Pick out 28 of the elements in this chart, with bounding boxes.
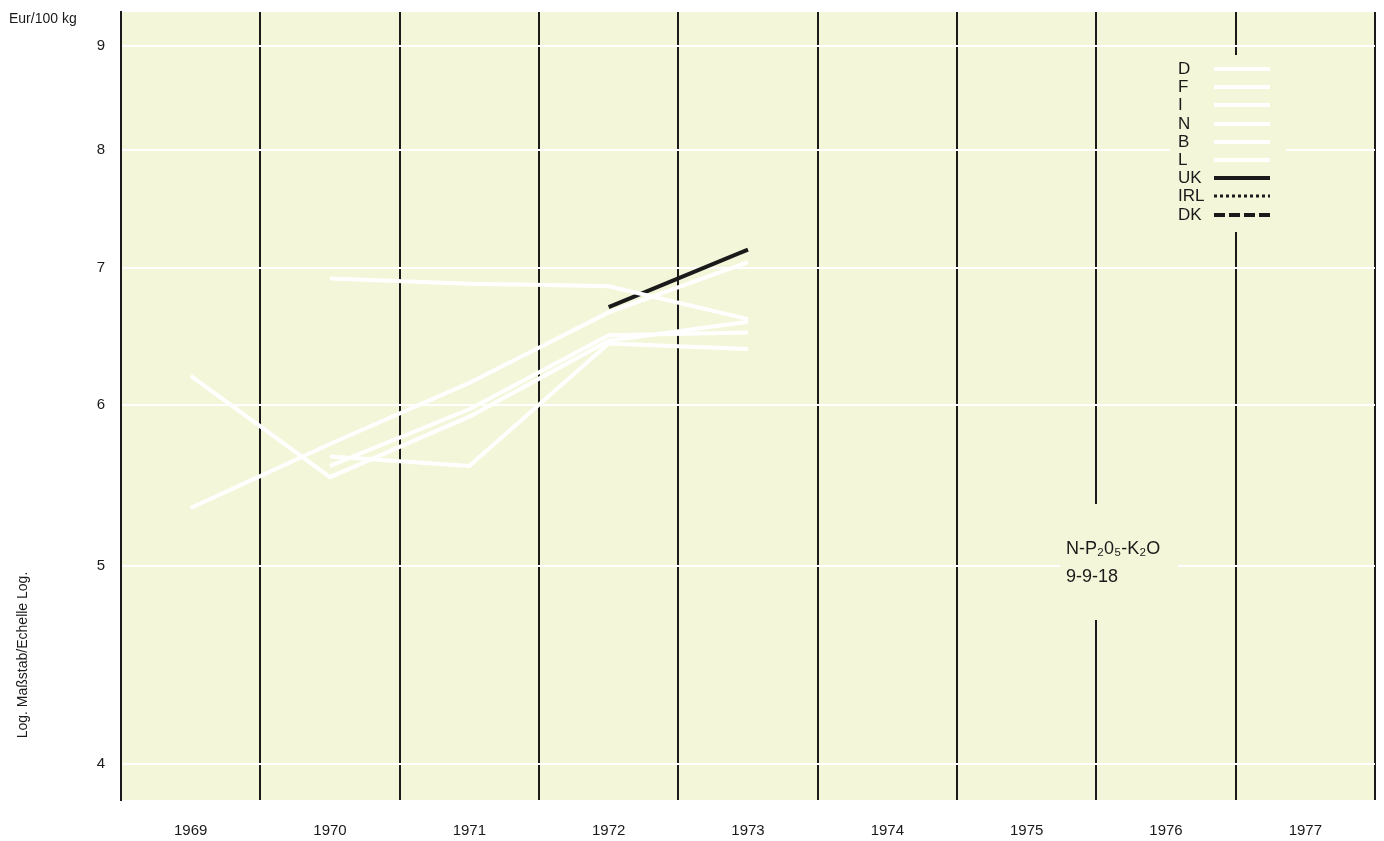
x-tick-label: 1973 xyxy=(731,821,765,839)
y-tick-label: 4 xyxy=(96,753,105,771)
legend-label: IRL xyxy=(1178,186,1206,206)
legend-label: D xyxy=(1178,59,1192,79)
y-tick-label: 7 xyxy=(96,258,105,276)
y-tick-label: 6 xyxy=(96,394,105,412)
x-tick-label: 1974 xyxy=(870,821,905,839)
legend-label: UK xyxy=(1178,168,1203,188)
legend-label: I xyxy=(1178,95,1184,115)
y-axis-title: Eur/100 kg xyxy=(9,10,77,26)
legend-label: F xyxy=(1178,77,1190,97)
legend-label: N xyxy=(1178,113,1192,133)
text: Log. Maßstab/Echelle Log. xyxy=(14,571,30,739)
legend-label: L xyxy=(1178,150,1189,170)
text: 9-9-18 xyxy=(1066,565,1119,588)
x-tick-label: 1970 xyxy=(313,821,347,839)
x-tick-label: 1976 xyxy=(1149,821,1183,839)
legend-label: B xyxy=(1178,131,1191,151)
y-tick-label: 8 xyxy=(96,140,105,158)
x-tick-label: 1975 xyxy=(1009,821,1044,839)
x-tick-label: 1969 xyxy=(173,821,208,839)
y-tick-label: 5 xyxy=(96,556,105,574)
x-tick-label: 1977 xyxy=(1288,821,1323,839)
x-tick-label: 1972 xyxy=(591,821,626,839)
y-tick-label: 9 xyxy=(96,35,105,53)
legend-label: DK xyxy=(1178,204,1203,224)
text: N-P₂0₅-K₂O xyxy=(1066,537,1161,560)
x-tick-label: 1971 xyxy=(452,821,487,839)
